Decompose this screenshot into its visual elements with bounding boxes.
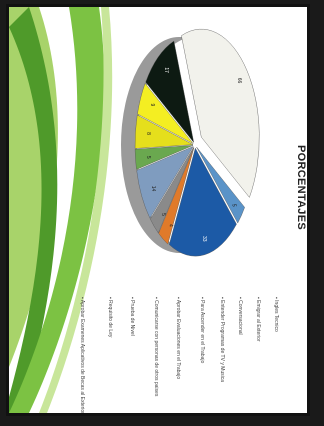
pie-slice [181, 28, 260, 198]
chart-title: PORCENTAJES [295, 145, 307, 230]
pie-slice [137, 82, 194, 144]
slice-label: 17 [163, 67, 169, 73]
pie-slice [134, 145, 194, 170]
pie-slice [158, 147, 195, 245]
slice-label: 14 [150, 186, 156, 192]
slice-label: 66 [236, 78, 242, 84]
slice-label: 4 [167, 224, 173, 227]
pie-slice [136, 146, 194, 219]
slice-label: 8 [145, 132, 151, 135]
pie-chart: 66 5 33 4 5 14 5 8 9 17 [121, 28, 260, 257]
slice-label: 5 [230, 204, 236, 207]
pie-slice [196, 146, 245, 224]
slide-frame: 66 5 33 4 5 14 5 8 9 17 PORCENTAJES ▪ Ingles Tecn… [6, 4, 310, 416]
slice-label: 5 [160, 213, 166, 216]
slice-label: 5 [145, 156, 151, 159]
slice-label: 33 [201, 236, 207, 242]
pie-depth [121, 37, 195, 253]
pie-slice [150, 147, 194, 234]
pie-slice [168, 147, 237, 257]
pie-slice [134, 114, 194, 149]
slice-label: 9 [149, 104, 155, 107]
pie-slice [145, 40, 194, 143]
green-swoosh-decoration [9, 7, 113, 413]
